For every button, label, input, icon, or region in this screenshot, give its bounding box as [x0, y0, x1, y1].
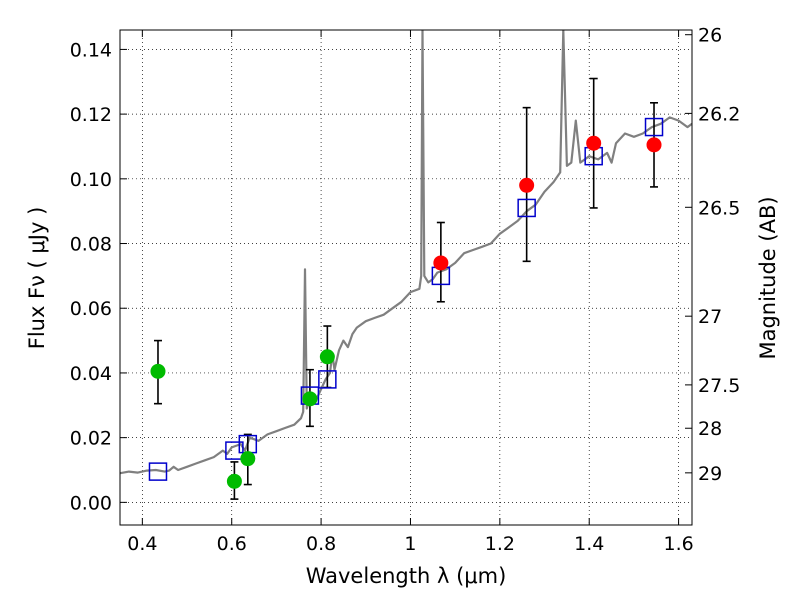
observed-point — [240, 451, 256, 467]
x-tick-label: 0.6 — [217, 533, 247, 555]
observed-point — [519, 177, 535, 193]
y-tick-label: 0.08 — [70, 234, 112, 256]
error-bars — [153, 77, 659, 500]
y-tick-label: 0.10 — [70, 169, 112, 191]
x-axis-label: Wavelength λ (μm) — [306, 564, 507, 588]
y-axis-right-label: Magnitude (AB) — [756, 196, 780, 359]
observed-point — [586, 135, 602, 151]
model-square-marker — [225, 441, 244, 460]
observed-point — [646, 137, 662, 153]
observed-point — [302, 391, 318, 407]
markers — [148, 117, 664, 489]
x-tick-label: 0.8 — [306, 533, 336, 555]
y-tick-label: 0.06 — [70, 298, 112, 320]
x-tick-label: 1 — [404, 533, 416, 555]
y-axis-label: Flux Fν ( μJy ) — [25, 207, 49, 350]
plot-frame — [119, 29, 693, 526]
model-square-marker — [644, 117, 664, 137]
observed-point — [150, 363, 166, 379]
model-square-marker — [517, 198, 536, 218]
y-tick-label: 0.00 — [70, 492, 112, 514]
y-tick-label: 0.14 — [70, 39, 112, 61]
right-tick-label: 26.5 — [698, 197, 740, 219]
x-tick-label: 1.6 — [663, 533, 693, 555]
grid-lines — [120, 30, 692, 525]
right-tick-label: 27 — [698, 306, 722, 328]
axes — [119, 29, 693, 526]
ticks: 0.4 0.6 0.8 1 1.2 1.4 1.6 0.00 0.02 0.04 0.06 0.08 0… — [70, 25, 741, 555]
right-tick-label: 26 — [698, 25, 722, 47]
y-tick-label: 0.02 — [70, 428, 112, 450]
right-tick-label: 28 — [698, 418, 722, 440]
x-tick-label: 0.4 — [127, 533, 157, 555]
x-tick-label: 1.4 — [574, 533, 604, 555]
y-tick-label: 0.12 — [70, 104, 112, 126]
y-tick-label: 0.04 — [70, 363, 112, 385]
observed-point — [433, 255, 449, 271]
spectrum-series — [120, 30, 692, 475]
model-square-marker — [148, 462, 168, 481]
observed-point — [319, 349, 335, 365]
spectrum-line — [120, 30, 692, 475]
x-tick-label: 1.2 — [485, 533, 515, 555]
right-tick-label: 27.5 — [698, 375, 740, 397]
right-tick-label: 26.2 — [698, 103, 740, 125]
right-tick-label: 29 — [698, 463, 722, 485]
observed-point — [226, 473, 242, 489]
model-square-marker — [318, 370, 337, 389]
